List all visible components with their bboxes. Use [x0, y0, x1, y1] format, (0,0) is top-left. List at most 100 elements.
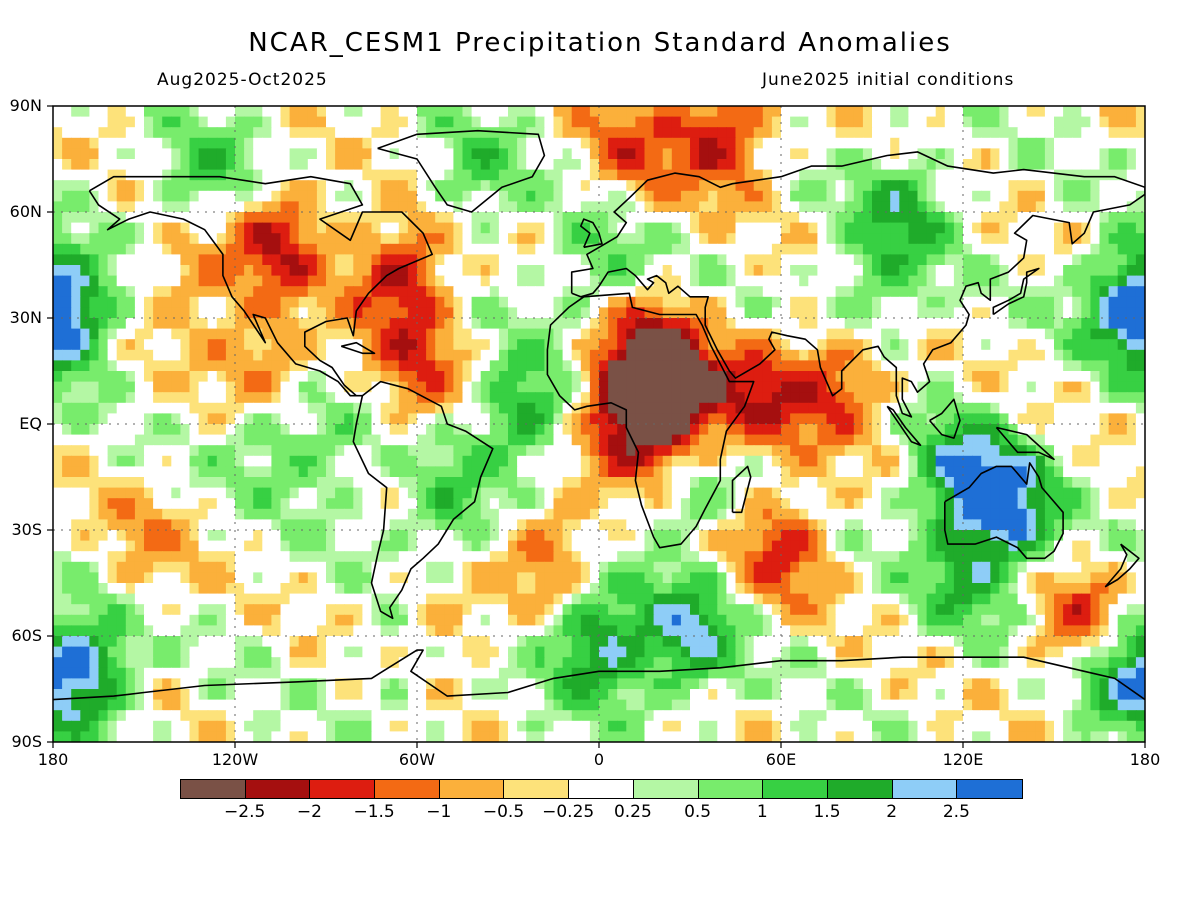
- anomaly-cell: [1044, 434, 1055, 446]
- anomaly-cell: [690, 148, 700, 160]
- anomaly-cell: [71, 233, 81, 245]
- anomaly-cell: [935, 328, 946, 340]
- anomaly-cell: [389, 328, 400, 340]
- anomaly-cell: [562, 530, 573, 542]
- anomaly-cell: [289, 349, 300, 361]
- anomaly-cell: [571, 360, 582, 372]
- anomaly-cell: [125, 349, 136, 361]
- anomaly-cell: [617, 243, 627, 255]
- anomaly-cell: [726, 127, 737, 139]
- anomaly-cell: [225, 413, 236, 425]
- anomaly-cell: [744, 402, 755, 414]
- anomaly-cell: [817, 254, 828, 266]
- anomaly-cell: [726, 445, 737, 457]
- anomaly-cell: [116, 540, 127, 552]
- anomaly-cell: [1135, 392, 1145, 404]
- anomaly-cell: [608, 402, 618, 414]
- anomaly-cell: [553, 233, 564, 245]
- anomaly-cell: [89, 286, 100, 298]
- anomaly-cell: [662, 477, 673, 489]
- anomaly-cell: [862, 392, 873, 404]
- anomaly-cell: [935, 137, 946, 149]
- anomaly-cell: [1026, 296, 1037, 308]
- anomaly-cell: [1035, 127, 1046, 139]
- anomaly-cell: [517, 286, 527, 298]
- anomaly-cell: [53, 371, 63, 383]
- anomaly-cell: [353, 137, 363, 149]
- anomaly-cell: [462, 127, 473, 139]
- anomaly-cell: [644, 296, 655, 308]
- anomaly-cell: [844, 201, 855, 213]
- anomaly-cell: [371, 159, 382, 171]
- anomaly-cell: [1072, 349, 1082, 361]
- anomaly-cell: [1044, 169, 1055, 181]
- anomaly-cell: [981, 275, 991, 287]
- anomaly-cell: [1135, 169, 1145, 181]
- anomaly-cell: [690, 402, 700, 414]
- anomaly-cell: [244, 212, 254, 224]
- anomaly-cell: [253, 137, 263, 149]
- anomaly-cell: [489, 328, 500, 340]
- anomaly-cell: [480, 477, 491, 489]
- anomaly-cell: [571, 413, 582, 425]
- anomaly-cell: [553, 498, 564, 510]
- anomaly-cell: [726, 508, 737, 520]
- anomaly-cell: [180, 519, 191, 531]
- anomaly-cell: [198, 243, 209, 255]
- anomaly-cell: [280, 540, 291, 552]
- anomaly-cell: [289, 413, 300, 425]
- anomaly-cell: [608, 307, 618, 319]
- anomaly-cell: [963, 519, 973, 531]
- anomaly-cell: [644, 254, 655, 266]
- anomaly-cell: [589, 487, 600, 499]
- anomaly-cell: [326, 180, 336, 192]
- anomaly-cell: [98, 265, 109, 277]
- anomaly-cell: [653, 106, 664, 118]
- anomaly-cell: [116, 371, 127, 383]
- anomaly-cell: [480, 434, 491, 446]
- anomaly-cell: [225, 148, 236, 160]
- anomaly-cell: [999, 434, 1010, 446]
- anomaly-cell: [899, 530, 909, 542]
- anomaly-cell: [153, 540, 163, 552]
- anomaly-cell: [781, 159, 791, 171]
- anomaly-cell: [580, 275, 591, 287]
- anomaly-cell: [680, 201, 691, 213]
- anomaly-cell: [289, 254, 300, 266]
- anomaly-cell: [990, 159, 1000, 171]
- anomaly-cell: [125, 180, 136, 192]
- anomaly-cell: [671, 349, 682, 361]
- anomaly-cell: [489, 275, 500, 287]
- anomaly-cell: [389, 296, 400, 308]
- anomaly-cell: [644, 445, 655, 457]
- anomaly-cell: [198, 137, 209, 149]
- anomaly-cell: [799, 169, 809, 181]
- anomaly-cell: [553, 477, 564, 489]
- anomaly-cell: [635, 296, 646, 308]
- anomaly-cell: [480, 466, 491, 478]
- anomaly-cell: [680, 455, 691, 467]
- anomaly-cell: [398, 477, 409, 489]
- anomaly-cell: [853, 328, 864, 340]
- anomaly-cell: [635, 477, 646, 489]
- anomaly-cell: [280, 222, 291, 234]
- anomaly-cell: [353, 254, 363, 266]
- anomaly-cell: [316, 275, 327, 287]
- anomaly-cell: [307, 434, 318, 446]
- anomaly-cell: [1090, 434, 1101, 446]
- anomaly-cell: [134, 201, 145, 213]
- anomaly-cell: [862, 434, 873, 446]
- anomaly-cell: [544, 318, 555, 330]
- anomaly-cell: [89, 360, 100, 372]
- anomaly-cell: [735, 159, 746, 171]
- anomaly-cell: [207, 508, 218, 520]
- anomaly-cell: [1117, 275, 1128, 287]
- anomaly-cell: [1126, 487, 1137, 499]
- anomaly-cell: [771, 254, 782, 266]
- anomaly-cell: [326, 466, 336, 478]
- anomaly-cell: [1108, 307, 1119, 319]
- anomaly-cell: [1044, 286, 1055, 298]
- anomaly-cell: [125, 487, 136, 499]
- anomaly-cell: [753, 477, 764, 489]
- anomaly-cell: [71, 455, 81, 467]
